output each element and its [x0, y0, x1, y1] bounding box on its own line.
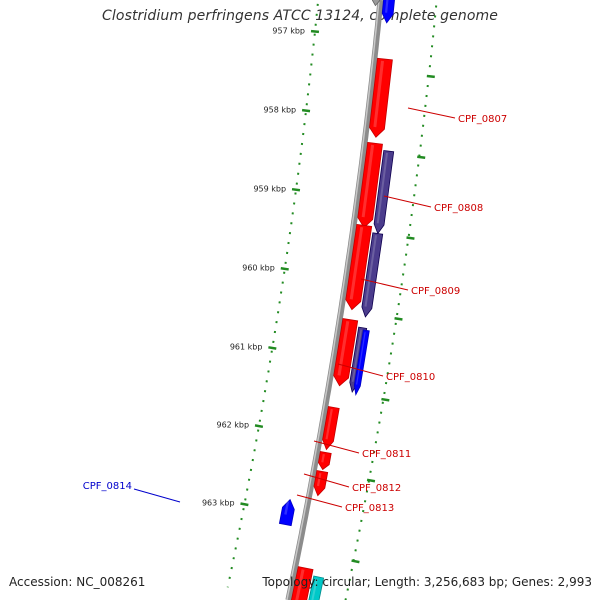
- gene-feature-dark-b[interactable]: [361, 232, 384, 318]
- gene-label-cpf-0812[interactable]: CPF_0812: [303, 473, 401, 494]
- outer-tick-mark: [417, 155, 426, 159]
- kbp-tick-label: 962 kbp: [216, 420, 249, 429]
- outer-dotted-guide: [344, 5, 438, 600]
- gene-labels: CPF_0807 CPF_0808 CPF_0809 CPF_0810 CPF_0811…: [83, 107, 507, 514]
- gene-label-text: CPF_0813: [345, 503, 394, 514]
- gene-feature-cpf-0807[interactable]: [369, 57, 393, 138]
- kbp-tick-label: 963 kbp: [202, 498, 235, 507]
- kbp-tick-mark: [310, 29, 320, 34]
- gene-label-text: CPF_0809: [411, 286, 460, 297]
- gene-label-cpf-0809[interactable]: CPF_0809: [360, 278, 460, 297]
- gene-label-cpf-0808[interactable]: CPF_0808: [383, 195, 483, 214]
- gene-feature-cpf-0809[interactable]: [345, 223, 373, 311]
- backbone-highlight: [286, 0, 380, 600]
- kbp-tick-mark: [268, 346, 277, 350]
- kbp-tick-label: 961 kbp: [230, 342, 263, 351]
- gene-feature-cpf-0813[interactable]: [313, 470, 329, 497]
- kbp-tick-label: 958 kbp: [264, 105, 297, 114]
- leader-line: [407, 107, 456, 119]
- gene-features: [278, 0, 395, 600]
- leader-line: [296, 494, 343, 508]
- leader-line: [303, 473, 350, 488]
- kbp-tick-label: 957 kbp: [272, 26, 305, 35]
- leader-line: [360, 278, 409, 291]
- gene-label-text: CPF_0808: [434, 203, 483, 214]
- kbp-ticks: 957 kbp 958 kbp 959 kbp 960 kbp 961 kbp 962 k…: [202, 26, 435, 564]
- leader-line: [383, 195, 432, 208]
- outer-tick-mark: [426, 74, 435, 79]
- outer-tick-mark: [406, 236, 415, 240]
- kbp-tick-mark: [240, 502, 249, 507]
- kbp-tick-mark: [254, 424, 264, 429]
- gene-label-cpf-0814[interactable]: CPF_0814: [83, 481, 181, 503]
- gene-label-cpf-0807[interactable]: CPF_0807: [407, 107, 507, 125]
- leader-line: [133, 488, 181, 503]
- gene-feature-cpf-0808[interactable]: [357, 141, 383, 229]
- gene-feature-top-blue[interactable]: [381, 0, 395, 24]
- leader-line: [313, 440, 360, 454]
- kbp-tick-mark: [291, 187, 301, 192]
- gene-feature-bottom-red[interactable]: [291, 566, 314, 600]
- outer-tick-mark: [366, 478, 376, 483]
- gene-label-text: CPF_0814: [83, 481, 132, 492]
- inner-dotted-guide: [226, 0, 320, 588]
- outer-tick-mark: [394, 317, 403, 321]
- dotted-guides: [226, 0, 438, 600]
- gene-feature-top-grey[interactable]: [371, 0, 380, 7]
- gene-feature-blue-d[interactable]: [353, 329, 370, 396]
- kbp-tick-mark: [301, 108, 311, 113]
- gene-feature-cpf-0814[interactable]: [278, 498, 295, 527]
- topology-text: Topology: circular; Length: 3,256,683 bp…: [262, 575, 592, 589]
- gene-label-text: CPF_0811: [362, 449, 411, 460]
- kbp-tick-mark: [280, 267, 289, 271]
- outer-tick-mark: [351, 559, 360, 564]
- gene-feature-cpf-0812[interactable]: [317, 451, 332, 471]
- gene-label-cpf-0810[interactable]: CPF_0810: [337, 363, 435, 383]
- gene-label-text: CPF_0810: [386, 372, 435, 383]
- map-title: Clostridium perfringens ATCC 13124, comp…: [102, 8, 498, 24]
- gene-label-cpf-0813[interactable]: CPF_0813: [296, 494, 394, 514]
- outer-tick-mark: [381, 397, 390, 402]
- gene-feature-dark-a[interactable]: [373, 150, 395, 235]
- gene-label-text: CPF_0807: [458, 114, 507, 125]
- backbone-line: [285, 0, 384, 600]
- accession-text: Accession: NC_008261: [9, 575, 146, 589]
- gene-label-text: CPF_0812: [352, 483, 401, 494]
- kbp-tick-label: 959 kbp: [253, 184, 286, 193]
- genome-backbone: [285, 0, 384, 600]
- kbp-tick-label: 960 kbp: [242, 263, 275, 272]
- leader-line: [337, 363, 384, 377]
- gene-feature-cpf-0810[interactable]: [333, 318, 359, 387]
- gene-label-cpf-0811[interactable]: CPF_0811: [313, 440, 411, 460]
- gene-feature-bottom-cyan[interactable]: [308, 575, 325, 600]
